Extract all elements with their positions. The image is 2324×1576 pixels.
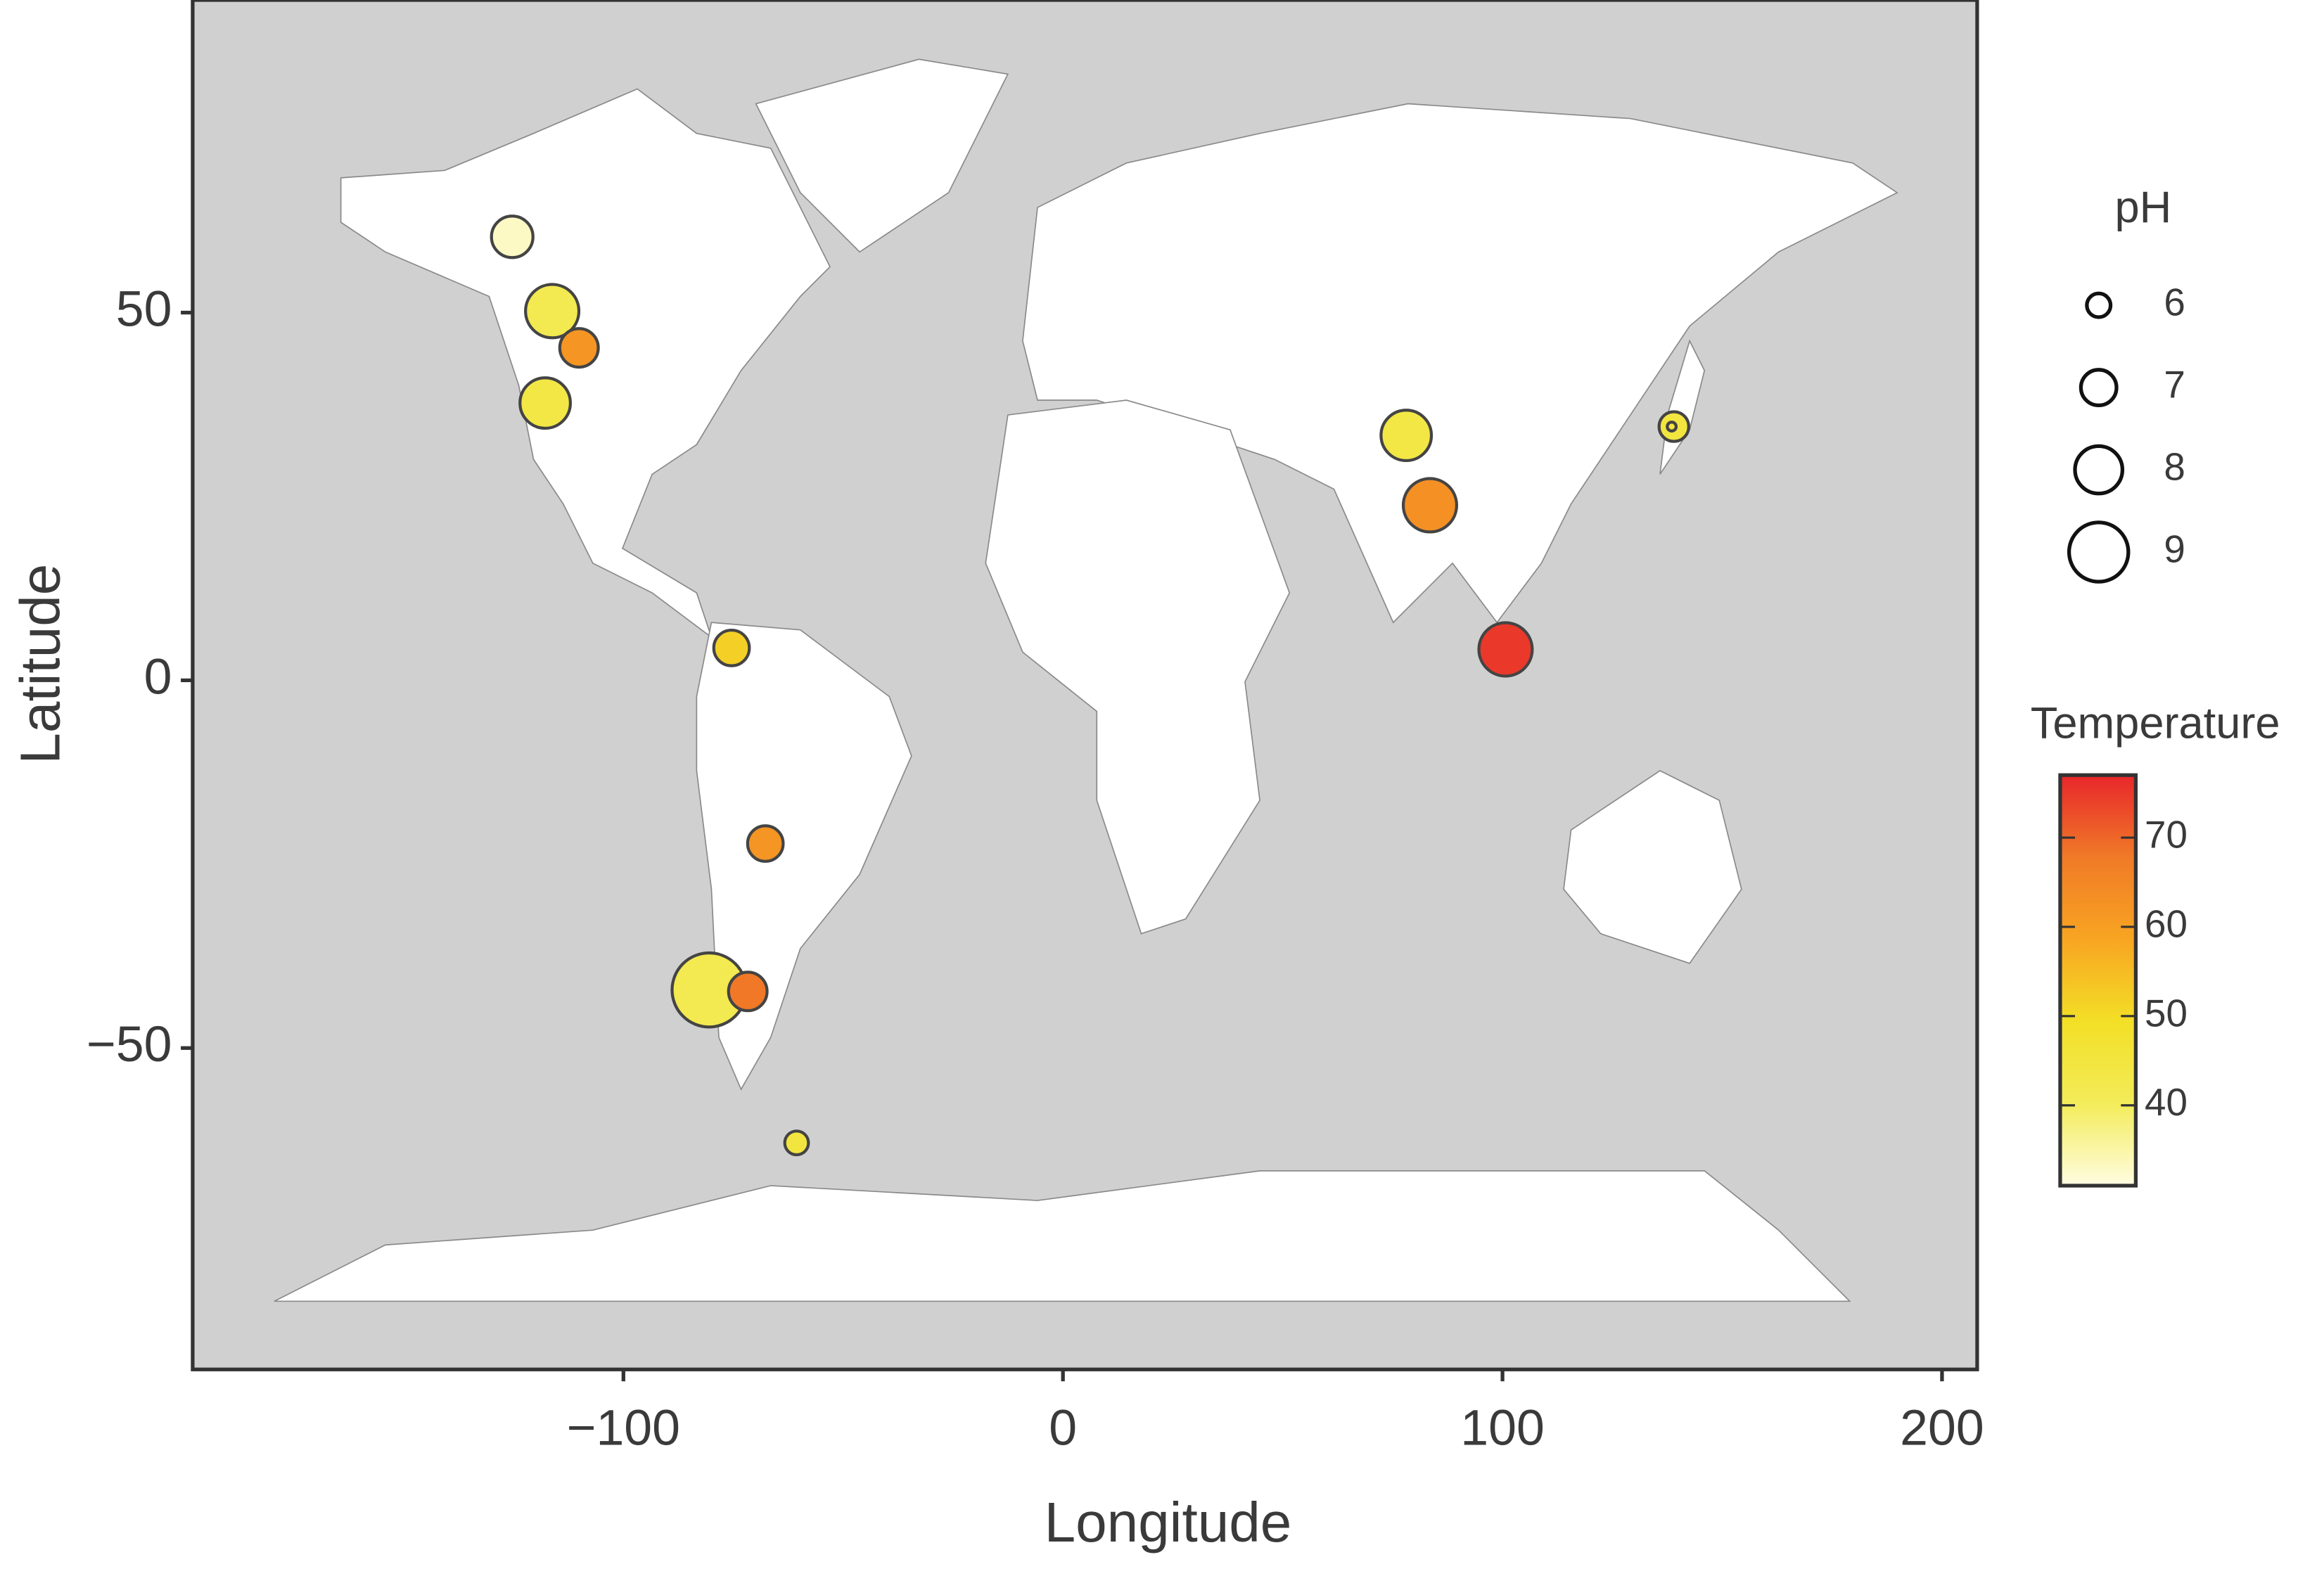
size-legend-key: [2079, 368, 2119, 408]
point: [1477, 621, 1534, 678]
size-legend-label: 6: [2164, 281, 2185, 324]
australia: [1563, 769, 1742, 964]
y-tick-label: −50: [87, 1016, 172, 1072]
size-legend-key: [2085, 291, 2113, 319]
point: [1666, 421, 1678, 433]
size-legend-title: pH: [2115, 183, 2172, 232]
point: [783, 1129, 810, 1157]
antarctica: [274, 1170, 1851, 1302]
point: [1401, 477, 1458, 534]
size-legend-key: [2067, 520, 2131, 584]
point: [518, 376, 573, 430]
point: [727, 970, 769, 1013]
colorbar: [2058, 773, 2138, 1188]
size-legend-key: [2073, 444, 2125, 496]
x-tick-label: 0: [1049, 1400, 1077, 1456]
point: [524, 283, 581, 340]
x-axis-title: Longitude: [1045, 1491, 1292, 1553]
colorbar-tick-label: 60: [2145, 902, 2188, 945]
y-tick-label: 50: [116, 281, 172, 337]
point: [712, 628, 751, 667]
color-legend-title: Temperature: [2031, 698, 2280, 748]
point: [558, 327, 600, 369]
point: [746, 824, 785, 863]
points: [490, 214, 1690, 1157]
colorbar-tick-label: 50: [2145, 991, 2188, 1034]
x-tick-label: 200: [1900, 1400, 1984, 1456]
x-tick-label: −100: [567, 1400, 680, 1456]
greenland: [755, 58, 1009, 253]
africa: [985, 399, 1291, 935]
y-tick-label: 0: [144, 648, 172, 705]
size-legend-label: 7: [2164, 363, 2185, 406]
colorbar-tick-label: 40: [2145, 1080, 2188, 1124]
y-axis-title: Latitude: [8, 564, 71, 764]
plot-border: [191, 0, 1979, 1371]
x-tick-label: 100: [1460, 1400, 1545, 1456]
size-legend-label: 9: [2164, 527, 2185, 570]
colorbar-tick-label: 70: [2145, 812, 2188, 856]
size-legend-label: 8: [2164, 445, 2185, 489]
point: [1379, 409, 1434, 463]
point: [490, 214, 535, 260]
